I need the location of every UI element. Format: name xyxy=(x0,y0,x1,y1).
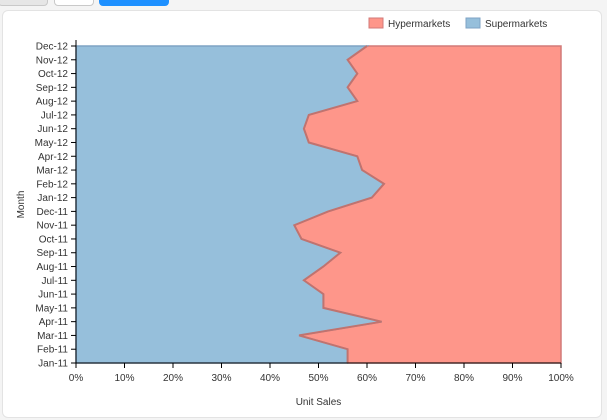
y-tick-label-16: May-12 xyxy=(35,138,69,149)
y-tick-label-15: Apr-12 xyxy=(38,152,68,163)
x-tick-label-7: 70% xyxy=(405,373,425,384)
y-tick-label-10: Nov-11 xyxy=(37,221,69,232)
y-tick-label-8: Sep-11 xyxy=(36,248,68,259)
x-tick-label-3: 30% xyxy=(211,373,231,384)
x-axis-title: Unit Sales xyxy=(296,397,342,408)
y-axis-title: Month xyxy=(16,191,27,219)
y-tick-label-7: Aug-11 xyxy=(36,262,68,273)
y-tick-label-22: Nov-12 xyxy=(36,55,69,66)
y-tick-label-5: Jun-11 xyxy=(38,290,68,301)
toolbar xyxy=(0,0,607,10)
y-tick-label-20: Sep-12 xyxy=(36,83,69,94)
y-tick-label-17: Jun-12 xyxy=(37,124,68,135)
x-tick-label-4: 40% xyxy=(260,373,280,384)
legend-label-hypermarkets: Hypermarkets xyxy=(388,19,450,30)
y-tick-label-0: Jan-11 xyxy=(38,359,68,370)
toolbar-button-2[interactable] xyxy=(54,0,94,6)
series-areas xyxy=(75,45,562,364)
x-tick-label-1: 10% xyxy=(114,373,134,384)
legend-swatch-hypermarkets xyxy=(368,17,384,29)
x-tick-label-5: 50% xyxy=(308,373,328,384)
legend-swatch-supermarkets xyxy=(465,17,481,29)
axes: Jan-11 Feb-11 Mar-11 Apr-11 May-11 Jun-11 Jul-… xyxy=(35,40,574,384)
toolbar-button-1[interactable] xyxy=(0,0,48,6)
toolbar-button-primary[interactable] xyxy=(99,0,169,6)
y-tick-label-4: May-11 xyxy=(35,303,68,314)
x-tick-label-8: 80% xyxy=(454,373,474,384)
y-tick-label-23: Dec-12 xyxy=(36,42,69,53)
y-tick-label-6: Jul-11 xyxy=(42,276,69,287)
y-tick-label-13: Feb-12 xyxy=(36,179,68,190)
y-tick-label-18: Jul-12 xyxy=(41,110,69,121)
y-tick-label-1: Feb-11 xyxy=(37,345,68,356)
x-tick-label-2: 20% xyxy=(163,373,183,384)
y-tick-label-11: Dec-11 xyxy=(37,207,69,218)
x-tick-label-9: 90% xyxy=(502,373,522,384)
y-tick-label-19: Aug-12 xyxy=(36,97,69,108)
y-tick-label-9: Oct-11 xyxy=(39,234,69,245)
legend: Hypermarkets Supermarkets xyxy=(368,17,547,30)
legend-label-supermarkets: Supermarkets xyxy=(485,19,547,30)
y-tick-label-12: Jan-12 xyxy=(37,193,68,204)
supermarkets-area xyxy=(75,45,386,364)
y-tick-label-14: Mar-12 xyxy=(36,166,68,177)
y-tick-label-3: Apr-11 xyxy=(39,317,69,328)
x-tick-label-10: 100% xyxy=(548,373,574,384)
series-boundary-line xyxy=(292,45,386,363)
x-tick-label-0: 0% xyxy=(69,373,84,384)
y-tick-label-21: Oct-12 xyxy=(38,69,68,80)
y-tick-label-2: Mar-11 xyxy=(37,331,68,342)
x-tick-label-6: 60% xyxy=(357,373,377,384)
